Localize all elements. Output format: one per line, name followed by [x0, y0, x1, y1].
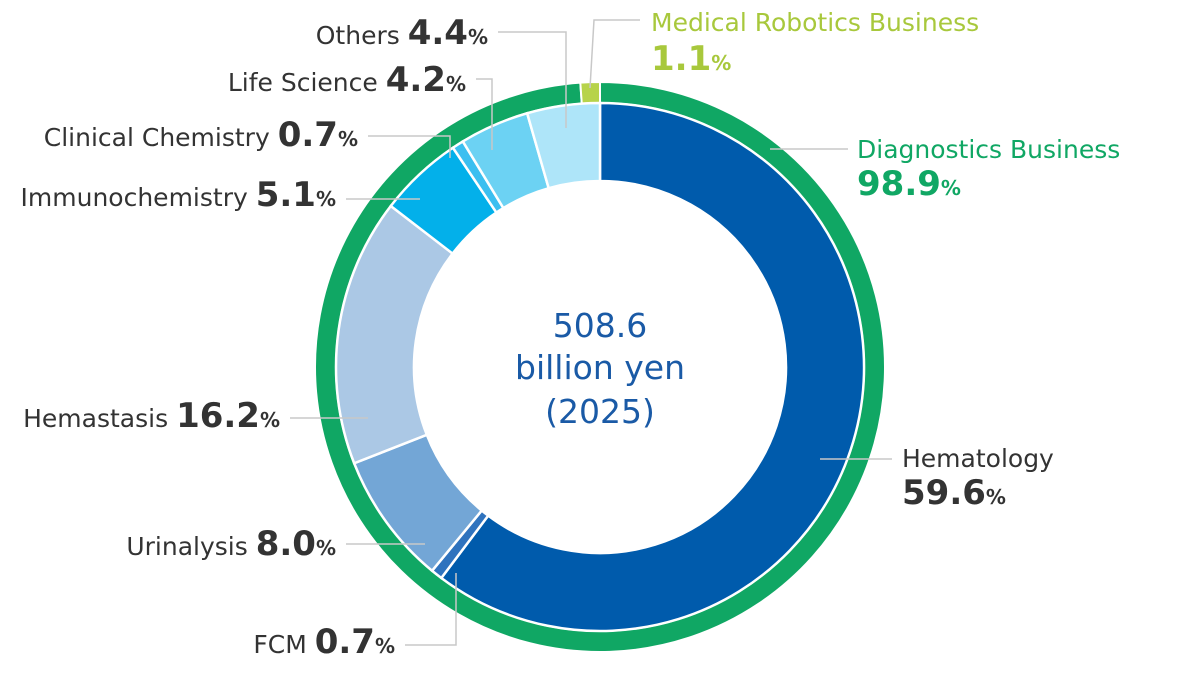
label-medical-robotics-business: 1.1%	[651, 39, 731, 79]
leader-medical-robotics-business	[589, 19, 640, 89]
inner-slice-hematology	[439, 101, 866, 633]
label-percent-diagnostics-business: %	[941, 176, 961, 200]
label-name-diagnostics-business: Diagnostics Business	[857, 135, 1120, 164]
label-percent-immunochemistry: %	[316, 187, 336, 211]
inner-ring	[334, 101, 866, 633]
label-percent-hemastasis: %	[260, 408, 280, 432]
label-name-immunochemistry: Immunochemistry	[21, 183, 256, 212]
label-name-medical-robotics-business: Medical Robotics Business	[651, 8, 979, 37]
leader-others	[498, 31, 567, 128]
label-name-urinalysis: Urinalysis	[126, 532, 255, 561]
leader-life-science	[476, 78, 493, 150]
label-percent-medical-robotics-business: %	[711, 51, 731, 75]
label-value-medical-robotics-business: 1.1	[651, 39, 711, 79]
label-fcm: FCM 0.7%	[253, 622, 395, 662]
label-value-hemastasis: 16.2	[176, 396, 260, 436]
label-value-hematology: 59.6	[902, 473, 986, 513]
center-unit: billion yen	[515, 348, 685, 387]
label-clinical-chemistry: Clinical Chemistry 0.7%	[44, 115, 358, 155]
center-year: (2025)	[545, 392, 655, 431]
label-value-urinalysis: 8.0	[256, 524, 316, 564]
label-value-others: 4.4	[408, 13, 468, 53]
leader-clinical-chemistry	[368, 135, 451, 158]
label-percent-fcm: %	[375, 634, 395, 658]
label-others: Others 4.4%	[316, 13, 488, 53]
leader-lines	[290, 19, 892, 646]
label-name-life-science: Life Science	[228, 68, 386, 97]
label-name-hemastasis: Hemastasis	[23, 404, 176, 433]
label-value-immunochemistry: 5.1	[256, 175, 316, 215]
label-percent-clinical-chemistry: %	[338, 127, 358, 151]
label-urinalysis: Urinalysis 8.0%	[126, 524, 336, 564]
label-life-science: Life Science 4.2%	[228, 60, 466, 100]
label-value-fcm: 0.7	[315, 622, 375, 662]
center-value: 508.6	[553, 306, 647, 345]
label-percent-hematology: %	[986, 485, 1006, 509]
label-percent-urinalysis: %	[316, 536, 336, 560]
label-hematology: 59.6%	[902, 473, 1006, 513]
label-value-life-science: 4.2	[386, 60, 446, 100]
label-percent-others: %	[468, 25, 488, 49]
label-value-clinical-chemistry: 0.7	[278, 115, 338, 155]
label-name-clinical-chemistry: Clinical Chemistry	[44, 123, 278, 152]
label-name-hematology: Hematology	[902, 444, 1054, 473]
label-name-others: Others	[316, 21, 408, 50]
label-percent-life-science: %	[446, 72, 466, 96]
label-value-diagnostics-business: 98.9	[857, 164, 941, 204]
label-hemastasis: Hemastasis 16.2%	[23, 396, 280, 436]
label-diagnostics-business: 98.9%	[857, 164, 961, 204]
label-name-fcm: FCM	[253, 630, 314, 659]
inner-slice-others	[525, 101, 602, 190]
leader-fcm	[405, 573, 457, 646]
label-immunochemistry: Immunochemistry 5.1%	[21, 175, 336, 215]
